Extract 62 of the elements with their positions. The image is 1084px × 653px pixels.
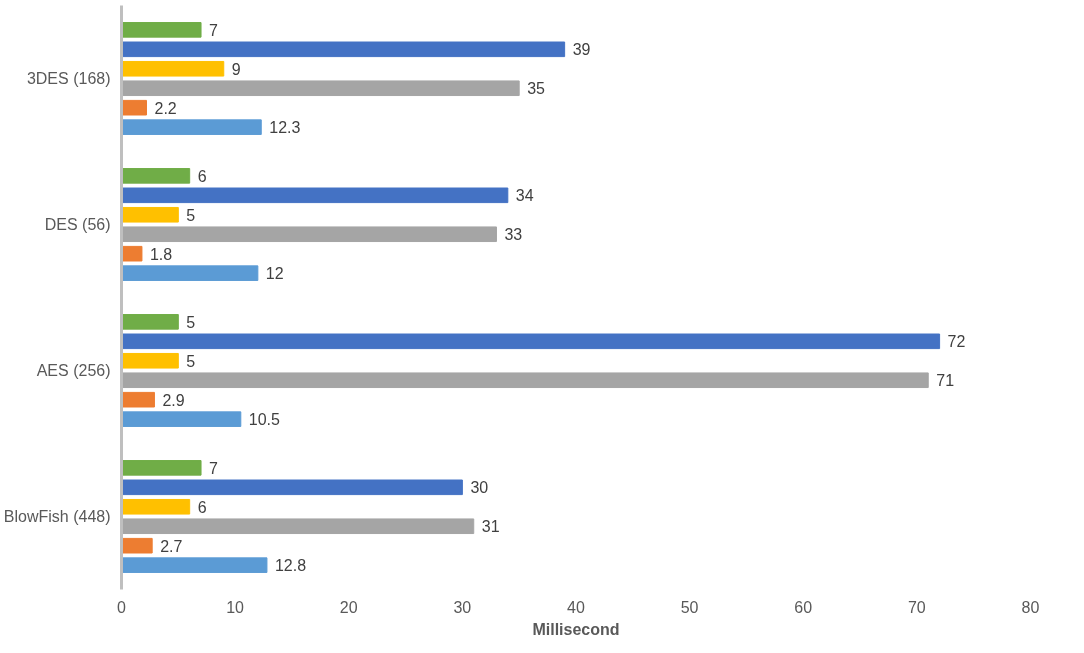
bar [121, 460, 202, 476]
data-label: 72 [947, 333, 966, 351]
x-tick-label: 70 [907, 598, 926, 616]
bar [121, 333, 941, 350]
bar [121, 391, 155, 408]
bar [121, 80, 520, 97]
data-label: 10.5 [248, 411, 281, 429]
bar [121, 479, 463, 496]
bar [121, 411, 242, 427]
bar [121, 537, 153, 554]
data-label: 6 [197, 167, 207, 185]
bar [121, 187, 509, 204]
bar [121, 168, 191, 184]
bar [121, 557, 268, 573]
x-tick-label: 40 [567, 598, 585, 616]
data-label: 39 [572, 41, 591, 59]
data-label: 7 [209, 21, 219, 39]
bar [121, 352, 179, 369]
data-label: 1.8 [149, 245, 173, 263]
y-tick-label: DES (56) [44, 216, 111, 233]
x-tick-label: 20 [339, 598, 358, 616]
data-label: 2.7 [160, 537, 183, 555]
data-label: 9 [231, 60, 241, 78]
data-label: 6 [197, 498, 207, 516]
y-tick-label: 3DES (168) [26, 70, 111, 87]
bar [121, 22, 202, 38]
data-label: 7 [209, 459, 219, 477]
x-tick-label: 50 [680, 598, 699, 616]
data-label: 71 [936, 372, 955, 390]
y-tick-label: BlowFish (448) [3, 508, 111, 525]
data-label: 12.8 [274, 557, 307, 575]
bar [121, 498, 191, 515]
x-tick-label: 10 [226, 598, 245, 616]
bar [121, 314, 179, 330]
data-label: 2.9 [162, 391, 185, 409]
data-label: 33 [504, 226, 523, 244]
bar [121, 206, 179, 223]
data-label: 2.2 [154, 99, 177, 117]
y-tick-label: AES (256) [36, 362, 111, 379]
x-tick-label: 80 [1021, 598, 1040, 616]
bar [121, 226, 497, 243]
bar [121, 265, 259, 281]
x-tick-label: 60 [794, 598, 813, 616]
x-tick-label: 30 [453, 598, 472, 616]
x-axis-title: Millisecond [532, 620, 620, 638]
bar [121, 245, 143, 262]
bar [121, 41, 566, 58]
data-label: 31 [481, 518, 500, 536]
data-label: 12.3 [269, 119, 301, 137]
bar [121, 372, 929, 389]
bar [121, 99, 147, 116]
data-label: 5 [186, 352, 196, 370]
data-label: 30 [470, 479, 489, 497]
bar [121, 60, 225, 77]
data-label: 34 [515, 187, 534, 205]
data-label: 5 [186, 313, 196, 331]
x-tick-label: 0 [117, 598, 127, 616]
data-label: 35 [527, 80, 546, 98]
data-label: 5 [186, 206, 196, 224]
data-label: 12 [265, 265, 284, 283]
bar [121, 518, 475, 535]
bar [121, 119, 262, 135]
